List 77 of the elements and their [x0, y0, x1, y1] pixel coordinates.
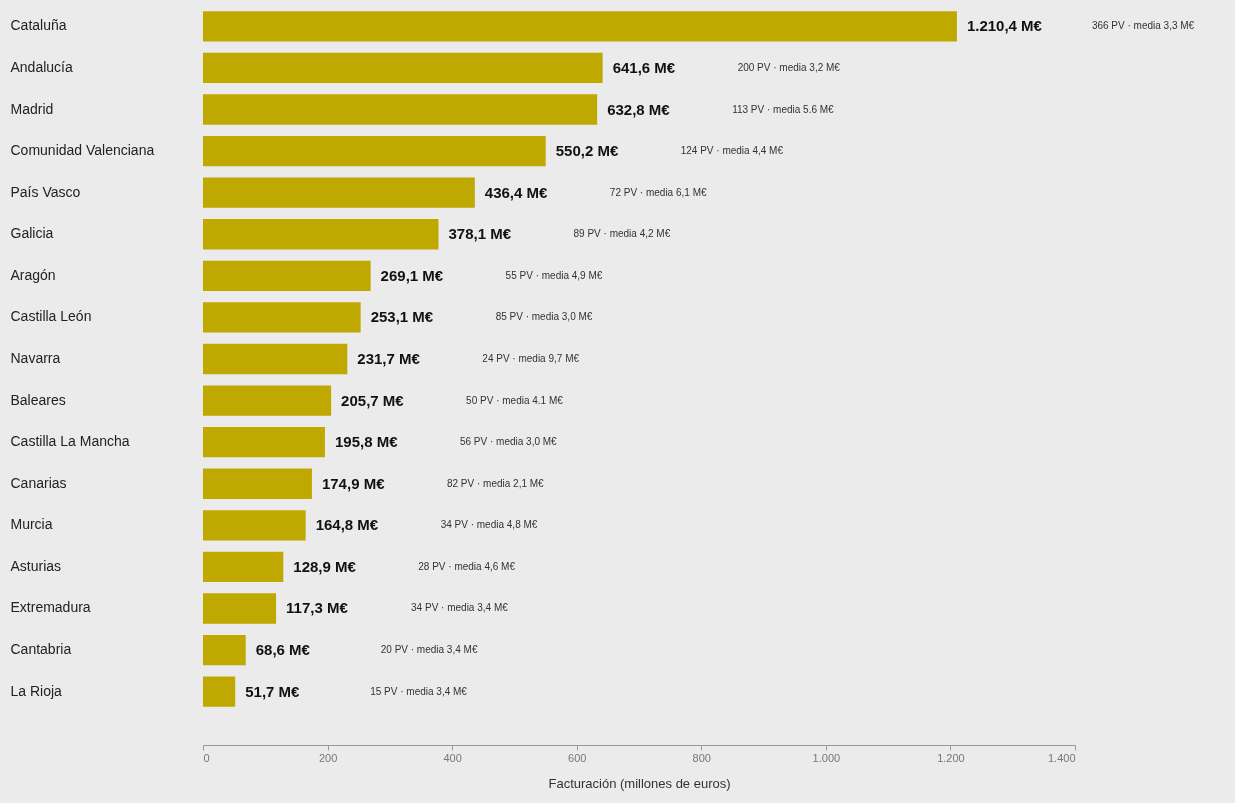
data-label: 436,4 M€	[484, 183, 549, 201]
y-tick-label: Comunidad Valenciana	[10, 142, 155, 159]
annotation: 55 PV · media 4,9 M€	[505, 269, 603, 281]
y-tick-label: País Vasco	[10, 183, 81, 200]
annotation: 82 PV · media 2,1 M€	[446, 477, 545, 489]
y-tick-label: Castilla León	[10, 308, 92, 325]
x-tick-label: 1.200	[937, 751, 965, 764]
bar	[203, 260, 371, 292]
annotation: 89 PV · media 4,2 M€	[573, 228, 671, 240]
data-label: 253,1 M€	[370, 308, 434, 326]
annotation: 28 PV · media 4,6 M€	[418, 560, 516, 572]
x-axis-title: Facturación (millones de euros)	[548, 775, 731, 791]
bar	[203, 551, 284, 583]
y-tick-label: Asturias	[10, 557, 62, 574]
bar	[203, 385, 332, 416]
y-tick-label: Baleares	[10, 391, 66, 408]
data-label: 231,7 M€	[357, 350, 421, 367]
annotation: 124 PV · media 4,4 M€	[680, 145, 784, 157]
annotation: 200 PV · media 3,2 M€	[737, 61, 841, 73]
x-tick-label: 1.000	[812, 751, 841, 764]
annotation: 85 PV · media 3,0 M€	[495, 311, 593, 323]
y-tick-label: Cataluña	[10, 17, 67, 34]
bar	[203, 593, 277, 624]
annotation: 15 PV · media 3,4 M€	[370, 685, 468, 697]
x-tick-label: 200	[318, 751, 338, 764]
bar	[203, 343, 348, 375]
bar	[203, 302, 361, 333]
data-label: 641,6 M€	[612, 58, 676, 76]
data-label: 1.210,4 M€	[966, 17, 1043, 35]
y-tick-label: Navarra	[10, 350, 61, 366]
data-label: 68,6 M€	[255, 641, 311, 659]
y-tick-label: La Rioja	[10, 682, 63, 699]
x-tick-label: 800	[692, 751, 711, 764]
data-label: 632,8 M€	[607, 100, 671, 118]
data-label: 117,3 M€	[286, 599, 349, 617]
data-label: 164,8 M€	[315, 516, 379, 534]
bar	[203, 11, 957, 42]
annotation: 56 PV · media 3,0 M€	[459, 436, 558, 448]
data-label: 128,9 M€	[293, 557, 357, 575]
bar	[203, 52, 603, 84]
y-tick-label: Andalucía	[10, 58, 73, 75]
bar	[203, 177, 475, 208]
data-label: 269,1 M€	[380, 266, 444, 284]
x-tick-label: 1.400	[1047, 751, 1076, 764]
annotation: 34 PV · media 4,8 M€	[440, 519, 538, 531]
y-tick-label: Murcia	[10, 516, 53, 533]
bar	[203, 94, 598, 125]
y-tick-label: Cantabria	[10, 641, 72, 658]
data-label: 205,7 M€	[341, 391, 405, 409]
y-tick-label: Madrid	[10, 100, 54, 117]
annotation: 72 PV · media 6,1 M€	[609, 186, 707, 198]
data-label: 174,9 M€	[321, 474, 386, 492]
y-tick-label: Castilla La Mancha	[10, 433, 130, 450]
y-tick-label: Galicia	[10, 225, 54, 242]
x-tick-label: 400	[443, 751, 462, 764]
y-tick-label: Canarias	[10, 474, 67, 491]
bar	[203, 219, 439, 250]
annotation: 50 PV · media 4.1 M€	[466, 394, 564, 406]
annotation: 113 PV · media 5.6 M€	[732, 103, 835, 115]
data-label: 378,1 M€	[448, 225, 512, 243]
text: 366 PV · media 3,3 M€	[1091, 20, 1195, 32]
bar	[203, 426, 325, 458]
data-label: 195,8 M€	[334, 433, 399, 451]
bar	[203, 676, 236, 707]
bar	[203, 634, 246, 666]
annotation: 20 PV · media 3,4 M€	[380, 644, 478, 656]
data-label: 51,7 M€	[245, 682, 301, 700]
y-tick-label: Extremadura	[10, 599, 91, 616]
bar	[203, 135, 546, 167]
x-tick-label: 600	[568, 751, 587, 764]
data-label: 550,2 M€	[555, 142, 619, 160]
bar	[203, 468, 312, 499]
x-tick-label: 0	[203, 751, 210, 764]
annotation: 34 PV · media 3,4 M€	[411, 602, 509, 614]
bar	[203, 510, 306, 541]
annotation: 24 PV · media 9,7 M€	[482, 353, 580, 364]
y-tick-label: Aragón	[10, 266, 56, 283]
